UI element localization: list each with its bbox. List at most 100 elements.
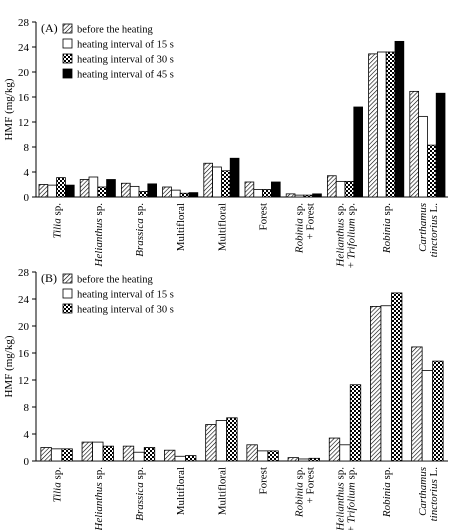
- panel-b-bar: [256, 450, 269, 462]
- panel-b-bar: [411, 346, 423, 462]
- panel-b-bar: [349, 384, 362, 462]
- panel-b-bar: [215, 420, 228, 462]
- panel-b-category-label: + Forest: [304, 467, 316, 503]
- panel-b-bar: [122, 445, 135, 462]
- panel-a-bar: [97, 186, 108, 198]
- panel-a-bar: [294, 194, 305, 198]
- panel-a-category-label: Robinia sp.: [381, 203, 393, 254]
- panel-b-legend-swatch: [62, 288, 73, 299]
- panel-a-bar: [344, 180, 355, 198]
- panel-b-legend-label: heating interval of 30 s: [77, 305, 174, 316]
- panel-a-category-label: Tilia sp.: [52, 203, 64, 239]
- panel-a-bar: [212, 166, 222, 198]
- panel-b-y-tick-label: 24: [18, 294, 30, 306]
- panel-a-bar: [326, 175, 337, 198]
- panel-a-bar: [147, 183, 158, 198]
- panel-a-category-label: Robinia sp.: [293, 203, 305, 254]
- panel-a-y-tick-label: 8: [24, 142, 30, 154]
- panel-a-y-tick-label: 24: [18, 42, 30, 54]
- panel-a-bar: [188, 192, 199, 198]
- panel-b-bar: [328, 437, 341, 462]
- panel-a-y-tick-label: 20: [18, 67, 30, 79]
- panel-b-bar: [92, 441, 104, 462]
- panel-a-bar: [88, 176, 99, 198]
- panel-a-bar: [409, 90, 419, 198]
- panel-a-bar: [368, 53, 378, 198]
- panel-a-legend-label: before the heating: [77, 25, 154, 36]
- panel-b-bar: [81, 441, 93, 462]
- panel-b-category-label: Forest: [258, 467, 270, 495]
- panel-a-y-tick-label: 4: [24, 167, 30, 179]
- panel-b-bar: [174, 455, 186, 462]
- panel-b-category-label: Robinia sp.: [293, 467, 305, 518]
- panel-a-category-label: + Forest: [304, 203, 316, 239]
- panel-a-bar: [65, 184, 75, 198]
- panel-a-category-label: tinctorius L.: [428, 203, 440, 258]
- panel-b-legend-swatch: [62, 273, 73, 284]
- panel-b-bar: [226, 417, 238, 462]
- panel-a-legend-swatch: [62, 23, 73, 34]
- panel-b-category-label: Helianthus sp.: [335, 467, 347, 530]
- panel-a-bar: [220, 170, 231, 198]
- panel-a-category-label: + Trifolium sp.: [346, 203, 358, 268]
- panel-b-bar: [339, 444, 351, 462]
- panel-a-legend-swatch: [62, 53, 73, 64]
- panel-b-bar: [133, 451, 145, 462]
- panel-a-bar: [203, 162, 214, 198]
- panel-b-bar: [370, 306, 382, 462]
- panel-b-legend-swatch: [62, 303, 73, 314]
- panel-a-bar: [285, 193, 296, 198]
- panel-a-bar: [253, 189, 264, 198]
- panel-a-bar: [394, 40, 405, 198]
- panel-a-category-label: Multifloral: [216, 203, 228, 251]
- panel-a-legend-label: heating interval of 45 s: [77, 70, 174, 81]
- panel-a-bar: [129, 185, 140, 198]
- panel-a-bar: [244, 181, 255, 198]
- panel-a-bar: [179, 192, 190, 198]
- panel-a-legend-label: heating interval of 30 s: [77, 55, 174, 66]
- panel-a-category-label: Helianthus sp.: [335, 203, 347, 268]
- panel-a-category-label: Multifloral: [175, 203, 187, 251]
- panel-b-category-label: Tilia sp.: [52, 467, 64, 503]
- panel-b-y-tick-label: 12: [18, 375, 29, 387]
- panel-b-category-label: tinctorius L.: [428, 467, 440, 522]
- panel-b-bar: [102, 445, 114, 462]
- panel-b-category-label: + Trifolium sp.: [346, 467, 358, 530]
- panel-a-bar: [170, 189, 181, 198]
- panel-a-bar: [38, 184, 49, 198]
- panel-a-category-label: Brassica sp.: [134, 203, 146, 257]
- panel-b-category-label: Multifloral: [175, 467, 187, 515]
- panel-b-label: (B): [41, 271, 57, 285]
- panel-b-y-tick-label: 28: [18, 267, 30, 279]
- panel-b-bar: [205, 424, 217, 462]
- chart-panel-b: 0 4 8 12 16 20 24 28 HMF (mg/kg) Tilia sp. Heliant…: [3, 267, 448, 530]
- panel-b-legend-label: before the heating: [77, 275, 154, 286]
- panel-b-y-tick-label: 20: [18, 321, 30, 333]
- panel-b-bar: [246, 444, 258, 462]
- panel-a-bar: [79, 179, 90, 198]
- panel-b-bar: [50, 448, 63, 462]
- panel-a-bar: [162, 186, 172, 198]
- chart-panel-a: 0 4 8 12 16 20 24 28 HMF (mg/kg) Tilia sp. Heliant…: [3, 17, 448, 268]
- panel-b-bar: [185, 455, 197, 462]
- panel-b-y-tick-label: 0: [24, 456, 30, 468]
- panel-b-category-label: Carthamus: [417, 467, 429, 516]
- panel-a-bar: [426, 144, 437, 198]
- panel-b-bar: [267, 450, 279, 462]
- panel-b-bar: [61, 448, 73, 462]
- panel-a-category-label: Carthamus: [417, 203, 429, 252]
- panel-a-bar: [303, 194, 313, 198]
- panel-a-category-label: Helianthus sp.: [93, 203, 105, 268]
- panel-a-y-tick-label: 12: [18, 117, 29, 129]
- panel-a-legend-swatch: [62, 68, 73, 79]
- panel-b-y-tick-label: 4: [24, 429, 30, 441]
- panel-b-bar: [164, 449, 176, 462]
- panel-b-bar: [432, 360, 444, 462]
- panel-a-bar: [262, 189, 272, 198]
- panel-b-bar: [380, 305, 392, 462]
- panel-a-category-label: Forest: [258, 203, 270, 231]
- panel-a-bar: [312, 193, 322, 198]
- panel-a-bar: [56, 177, 66, 198]
- panel-a-legend-label: heating interval of 15 s: [77, 40, 174, 51]
